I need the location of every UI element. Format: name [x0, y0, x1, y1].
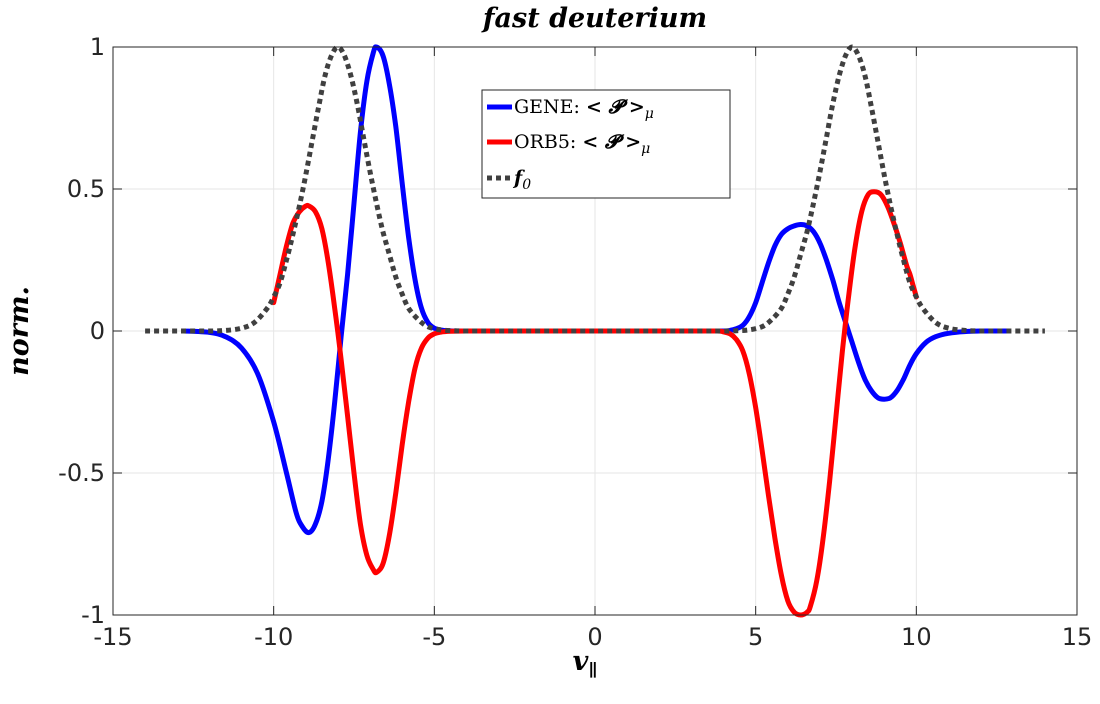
y-tick-label: 0 — [90, 317, 105, 345]
legend-item-gene: GENE: < 𝓟 >μ — [487, 96, 654, 122]
x-axis-label-subscript: ∥ — [588, 661, 597, 681]
legend-label-prefix: GENE: — [514, 96, 586, 118]
legend-label: f0 — [512, 167, 531, 193]
f0-series-line — [145, 44, 1045, 334]
y-tick-label: 1 — [90, 33, 105, 61]
legend-label: GENE: < 𝓟 >μ — [514, 96, 654, 122]
legend-label-math: f — [512, 167, 525, 189]
legend-label-subscript: μ — [641, 141, 650, 157]
y-axis-label: norm. — [4, 286, 35, 376]
legend-label-subscript: 0 — [522, 177, 531, 193]
series-layer — [145, 44, 1045, 618]
y-tick-label: -0.5 — [58, 459, 105, 487]
legend-item-f0: f0 — [487, 167, 531, 193]
x-tick-label: -15 — [93, 623, 132, 651]
legend-label-subscript: μ — [645, 106, 654, 122]
legend-label: ORB5: < 𝓟 >μ — [514, 131, 650, 157]
x-tick-label: -5 — [422, 623, 446, 651]
x-tick-label: -10 — [254, 623, 293, 651]
y-ticks: -1 -0.5 0 0.5 1 — [58, 33, 1077, 629]
x-tick-label: 15 — [1062, 623, 1093, 651]
legend-item-orb5: ORB5: < 𝓟 >μ — [487, 131, 650, 157]
x-ticks: -15 -10 -5 0 5 10 15 — [93, 47, 1092, 651]
x-tick-label: 5 — [748, 623, 763, 651]
x-tick-label: 0 — [587, 623, 602, 651]
legend-box — [481, 89, 731, 199]
x-tick-label: 10 — [901, 623, 932, 651]
legend-label-prefix: ORB5: — [514, 131, 582, 153]
y-tick-label: 0.5 — [67, 175, 105, 203]
y-tick-label: -1 — [81, 601, 105, 629]
legend-label-math: < 𝓟 > — [586, 96, 645, 118]
legend-label-math: < 𝓟 > — [582, 131, 641, 153]
chart-title: fast deuterium — [481, 3, 707, 34]
